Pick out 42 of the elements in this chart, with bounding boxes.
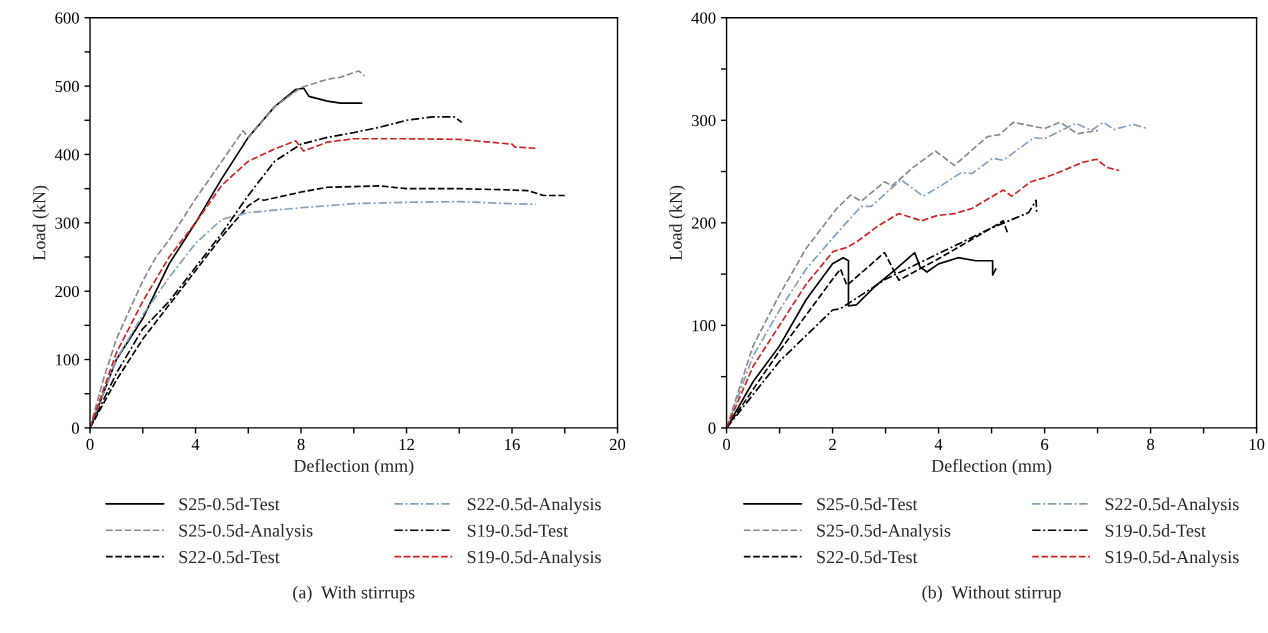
legend-label: S19-0.5d-Analysis xyxy=(467,550,601,567)
y-tick-label: 100 xyxy=(56,354,79,366)
x-axis-title: Deflection (mm) xyxy=(293,458,414,476)
x-tick-label: 4 xyxy=(191,438,200,450)
y-tick-label: 400 xyxy=(691,12,716,24)
x-tick-label: 6 xyxy=(1041,438,1049,451)
legend-label: S22-0.5d-Analysis xyxy=(467,497,601,515)
legend-label: S25-0.5d-Analysis xyxy=(179,524,313,541)
x-tick-label: 4 xyxy=(934,438,943,450)
x-tick-label: 20 xyxy=(609,438,626,451)
x-tick-label: 0 xyxy=(723,438,731,451)
legend-label: S25-0.5d-Test xyxy=(817,497,918,511)
y-tick-label: 200 xyxy=(691,217,716,229)
y-tick-label: 100 xyxy=(692,320,716,332)
text: (a) With stirrups xyxy=(293,585,415,603)
text: (b) Without stirrup xyxy=(922,585,1061,603)
legend-label: S22-0.5d-Test xyxy=(179,550,280,564)
y-tick-label: 400 xyxy=(54,149,79,161)
x-tick-label: 2 xyxy=(829,438,836,450)
y-axis-title: Load (kN) xyxy=(32,185,50,261)
legend-label: S19-0.5d-Analysis xyxy=(1105,550,1239,567)
x-tick-label: 10 xyxy=(1249,438,1265,451)
x-tick-label: 12 xyxy=(399,438,414,450)
y-tick-label: 300 xyxy=(691,114,716,127)
y-tick-label: 0 xyxy=(71,422,79,434)
y-tick-label: 500 xyxy=(55,80,79,93)
legend-label: S25-0.5d-Test xyxy=(179,497,280,511)
x-tick-label: 8 xyxy=(297,438,305,451)
legend-label: S22-0.5d-Analysis xyxy=(1105,497,1239,515)
legend-label: S22-0.5d-Test xyxy=(817,550,918,564)
legend-label: S19-0.5d-Test xyxy=(467,524,569,537)
x-axis-title: Deflection (mm) xyxy=(931,458,1052,476)
y-tick-label: 200 xyxy=(55,285,79,298)
x-tick-label: 8 xyxy=(1147,438,1155,451)
x-tick-label: 16 xyxy=(505,438,520,451)
y-tick-label: 0 xyxy=(708,422,716,434)
y-tick-label: 300 xyxy=(55,217,79,229)
x-tick-label: 0 xyxy=(86,438,94,451)
y-tick-label: 600 xyxy=(55,12,79,24)
legend-label: S19-0.5d-Test xyxy=(1105,524,1206,537)
y-axis-title: Load (kN) xyxy=(669,185,686,261)
legend-label: S25-0.5d-Analysis xyxy=(817,524,951,541)
